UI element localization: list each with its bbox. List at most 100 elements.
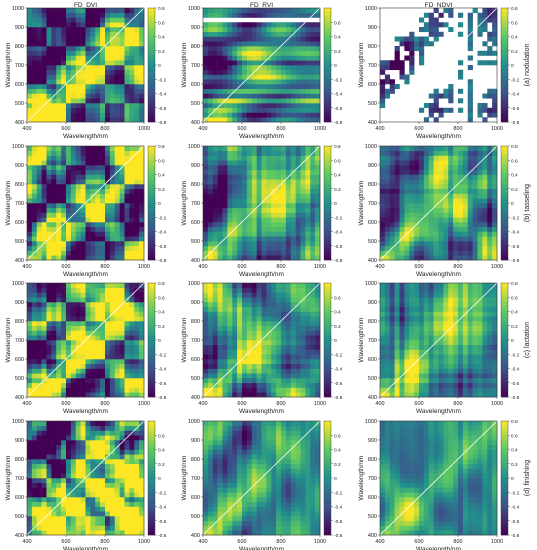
heatmap-cell	[414, 255, 420, 261]
y-tick-label: 800	[368, 182, 377, 188]
heatmap-cell	[95, 150, 101, 156]
heatmap-cell	[105, 46, 111, 52]
heatmap-cell	[61, 155, 67, 161]
heatmap-cell	[477, 193, 483, 199]
heatmap-cell	[139, 193, 145, 199]
colorbar-segment	[148, 317, 155, 322]
heatmap-cell	[428, 27, 434, 33]
heatmap-cell	[203, 382, 209, 388]
heatmap-cell	[100, 297, 106, 303]
heatmap-cell	[27, 283, 33, 289]
heatmap-cell	[61, 79, 67, 85]
colorbar-segment	[501, 118, 508, 123]
heatmap-cell	[242, 392, 248, 398]
heatmap-cell	[212, 36, 218, 42]
heatmap-cell	[203, 363, 209, 369]
heatmap-cell	[246, 188, 253, 194]
heatmap-cell	[114, 344, 120, 350]
heatmap-cell	[458, 60, 464, 66]
colorbar-tick-label: 0.8	[158, 281, 165, 287]
heatmap-cell	[276, 387, 282, 393]
heatmap-cell	[139, 245, 145, 251]
heatmap-cell	[428, 174, 434, 180]
colorbar-segment	[148, 321, 155, 326]
heatmap-cell	[285, 93, 292, 99]
heatmap-cell	[394, 292, 400, 298]
heatmap-cell	[109, 31, 116, 37]
heatmap-cell	[423, 117, 430, 123]
heatmap-cell	[46, 226, 52, 232]
heatmap-cell	[109, 69, 116, 75]
heatmap-cell	[51, 255, 57, 261]
heatmap-cell	[290, 103, 296, 109]
heatmap-cell	[41, 373, 47, 379]
heatmap-cell	[266, 84, 272, 90]
heatmap-cell	[207, 27, 214, 33]
heatmap-cell	[75, 368, 81, 374]
colorbar-segment	[324, 99, 331, 104]
colorbar-tick-label: -0.2	[158, 77, 167, 83]
heatmap-cell	[256, 392, 262, 398]
heatmap-cell	[217, 184, 223, 190]
heatmap-cell	[409, 306, 415, 312]
heatmap-cell	[281, 354, 287, 360]
heatmap-cell	[109, 41, 116, 47]
heatmap-cell	[477, 250, 483, 256]
heatmap-cell	[119, 103, 125, 109]
heatmap-cell	[114, 17, 120, 23]
heatmap-cell	[134, 325, 140, 331]
heatmap-cell	[227, 169, 233, 175]
colorbar-segment	[324, 27, 331, 32]
heatmap-cell	[51, 217, 57, 223]
colorbar-segment	[148, 347, 155, 352]
heatmap-cell	[443, 236, 449, 242]
heatmap-cell	[305, 55, 311, 61]
heatmap-cell	[285, 165, 292, 171]
heatmap-cell	[290, 373, 296, 379]
colorbar-segment	[324, 61, 331, 66]
heatmap-cell	[482, 12, 488, 18]
heatmap-cell	[380, 236, 386, 242]
heatmap-cell	[242, 321, 248, 327]
heatmap-cell	[315, 392, 321, 398]
heatmap-cell	[443, 179, 449, 185]
heatmap-cell	[394, 207, 400, 213]
heatmap-cell	[46, 302, 52, 308]
heatmap-cell	[217, 236, 223, 242]
heatmap-cell	[70, 222, 77, 228]
heatmap-cell	[419, 212, 425, 218]
heatmap-cell	[80, 50, 86, 56]
x-tick-label: 600	[237, 264, 246, 270]
heatmap-cell	[237, 373, 243, 379]
heatmap-cell	[66, 27, 72, 33]
heatmap-cell	[290, 292, 296, 298]
heatmap-cell	[477, 188, 483, 194]
heatmap-cell	[95, 22, 101, 28]
heatmap-cell	[222, 349, 228, 355]
heatmap-cell	[222, 174, 228, 180]
heatmap-cell	[70, 325, 77, 331]
heatmap-cell	[100, 203, 106, 209]
heatmap-cell	[66, 84, 72, 90]
heatmap-cell	[129, 60, 135, 66]
heatmap-cell	[31, 321, 38, 327]
heatmap-cell	[66, 150, 72, 156]
heatmap-cell	[482, 207, 488, 213]
heatmap-cell	[51, 382, 57, 388]
heatmap-cell	[100, 236, 106, 242]
heatmap-cell	[458, 231, 464, 237]
heatmap-cell	[222, 217, 228, 223]
heatmap-cell	[90, 146, 96, 152]
heatmap-cell	[31, 354, 38, 360]
heatmap-cell	[100, 8, 106, 14]
heatmap-cell	[310, 50, 316, 56]
heatmap-cell	[46, 378, 52, 384]
heatmap-cell	[66, 98, 72, 104]
heatmap-cell	[139, 373, 145, 379]
heatmap-cell	[80, 93, 86, 99]
heatmap-cell	[56, 378, 62, 384]
heatmap-cell	[56, 245, 62, 251]
heatmap-cell	[212, 297, 218, 303]
heatmap-cell	[404, 245, 410, 251]
heatmap-cell	[261, 179, 267, 185]
